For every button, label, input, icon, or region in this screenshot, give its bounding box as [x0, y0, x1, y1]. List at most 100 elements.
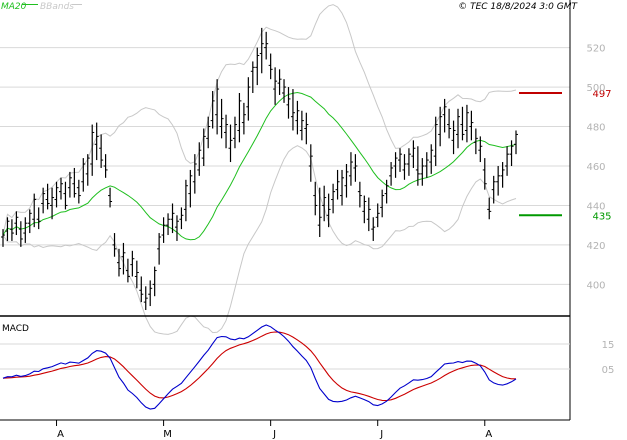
price-bar: [322, 185, 327, 222]
price-bar: [496, 165, 501, 196]
price-bar: [424, 152, 429, 178]
price-bar: [148, 280, 153, 307]
price-bar: [250, 61, 255, 93]
price-bar: [411, 140, 416, 168]
price-bar: [308, 144, 313, 182]
price-bar: [32, 193, 37, 228]
chart-legend: MA20 BBands: [1, 2, 82, 12]
price-bar: [371, 217, 376, 241]
price-bar: [179, 207, 184, 230]
price-bar: [273, 67, 278, 105]
price-bar: [232, 116, 237, 149]
copyright-notice: © TEC 18/8/2024 3:0 GMT: [458, 2, 578, 12]
price-bar: [500, 162, 505, 188]
price-bar: [201, 128, 206, 166]
price-bar: [36, 207, 41, 230]
price-bar: [429, 144, 434, 174]
price-bar: [125, 258, 130, 283]
price-bar: [415, 146, 420, 186]
price-bar: [5, 217, 10, 241]
price-bar: [85, 154, 90, 186]
price-bar: [174, 215, 179, 241]
price-bar: [353, 154, 358, 182]
price-tick-label: 460: [586, 162, 605, 173]
price-bar: [197, 142, 202, 176]
price-bar: [264, 31, 269, 60]
price-bar: [23, 217, 28, 243]
price-bar: [460, 106, 465, 141]
price-bar: [170, 203, 175, 234]
price-tick-label: 480: [586, 123, 605, 134]
time-tick-label: A: [57, 429, 64, 440]
price-bar: [54, 181, 59, 208]
price-bar: [241, 102, 246, 135]
price-bar: [282, 79, 287, 103]
price-bar: [161, 217, 166, 243]
price-bar: [112, 233, 117, 257]
price-bar: [389, 162, 394, 186]
price-bar: [469, 110, 474, 141]
price-bar: [406, 148, 411, 176]
time-tick-label: J: [379, 429, 383, 440]
macd-panel-title: MACD: [2, 324, 29, 334]
price-bar: [393, 152, 398, 178]
price-bar: [473, 128, 478, 155]
price-bar: [313, 181, 318, 216]
price-tick-label: 440: [586, 201, 605, 212]
bbands-legend-label: BBands: [40, 2, 74, 12]
price-bar: [277, 69, 282, 95]
price-bar: [206, 116, 211, 149]
price-tick-label: 520: [586, 44, 605, 55]
price-bar: [210, 91, 215, 129]
price-bar: [134, 260, 139, 289]
price-bar: [108, 187, 113, 208]
time-tick-label: J: [272, 429, 276, 440]
price-bar: [192, 154, 197, 194]
price-bar: [380, 189, 385, 218]
signal-line: [2, 331, 516, 402]
price-bar: [335, 169, 340, 200]
price-tick-label: 420: [586, 241, 605, 252]
price-bar: [451, 120, 456, 155]
price-gridlines: [0, 47, 570, 285]
price-bar: [81, 158, 86, 192]
bbands-legend-swatch: [72, 4, 82, 5]
price-bar: [402, 154, 407, 180]
price-bar: [121, 242, 126, 275]
price-bar: [76, 179, 81, 204]
price-tick-label: 400: [586, 280, 605, 291]
price-bar: [286, 87, 291, 119]
price-bar: [398, 148, 403, 172]
price-bar: [505, 146, 510, 176]
price-bar: [188, 169, 193, 208]
price-bar: [384, 179, 389, 204]
price-bar: [317, 187, 322, 238]
price-bar: [433, 116, 438, 166]
price-bar: [438, 106, 443, 147]
price-bar: [94, 122, 99, 161]
price-bar: [183, 179, 188, 222]
price-bar: [420, 158, 425, 186]
price-bar: [166, 213, 171, 236]
price-bar: [344, 164, 349, 198]
price-bar: [219, 98, 224, 139]
price-bar: [116, 248, 121, 277]
price-bars: [1, 27, 518, 310]
price-bar: [103, 154, 108, 178]
price-bar: [228, 124, 233, 163]
price-bar: [90, 124, 95, 176]
price-bar: [50, 187, 55, 220]
price-bar: [224, 114, 229, 149]
price-bar: [72, 167, 77, 198]
price-bar: [478, 136, 483, 163]
price-bar: [45, 183, 50, 210]
macd-line: [2, 324, 517, 410]
price-bar: [259, 27, 264, 74]
price-bar: [41, 187, 46, 214]
bbands-upper-line: [2, 4, 517, 236]
price-tick-label: 500: [586, 83, 605, 94]
price-bar: [27, 209, 32, 234]
